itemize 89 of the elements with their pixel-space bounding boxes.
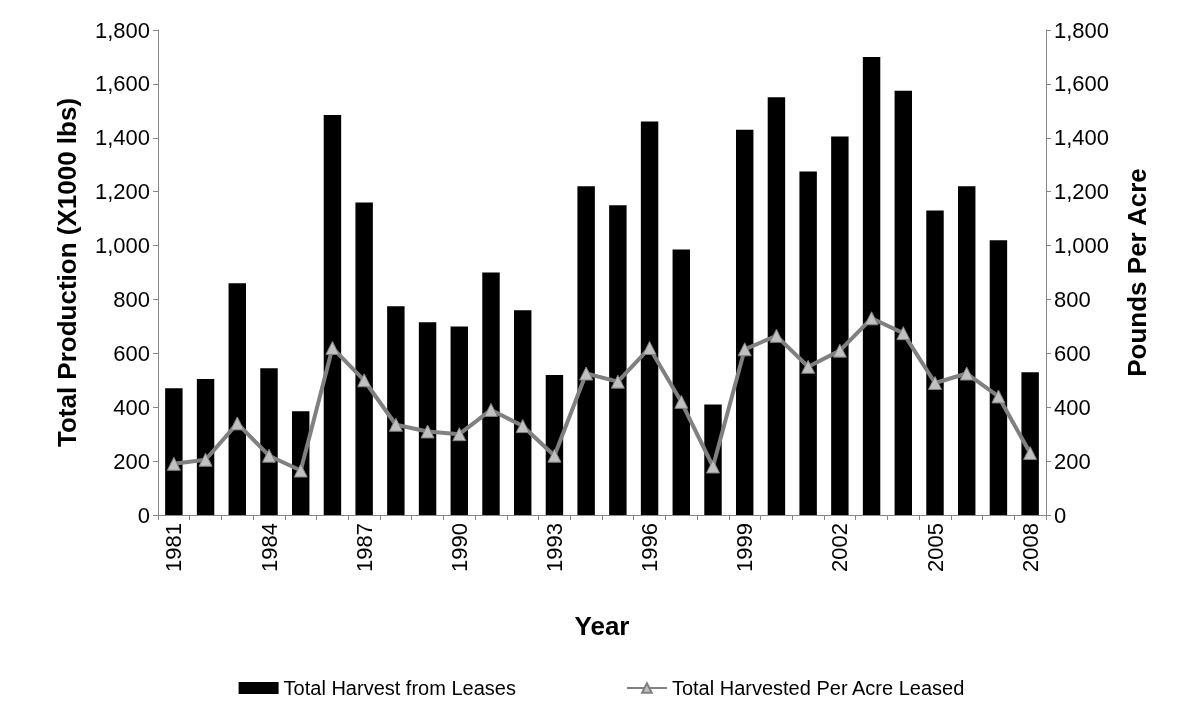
y2-tick-label: 1,800	[1054, 17, 1110, 43]
y-tick-label: 1,400	[94, 125, 150, 151]
y2-tick-label: 200	[1054, 448, 1091, 474]
y2-axis-title: Pounds Per Acre	[1122, 168, 1152, 377]
point	[674, 394, 689, 409]
point	[293, 463, 308, 478]
point	[452, 427, 467, 442]
x-tick-label: 1984	[256, 523, 282, 572]
bar	[767, 97, 786, 515]
y2-tick-label: 600	[1054, 340, 1091, 366]
bar	[672, 249, 691, 515]
x-axis-title: Year	[574, 611, 630, 641]
point	[706, 459, 720, 474]
bar	[545, 374, 564, 515]
x-tick-label: 1987	[351, 523, 377, 572]
bar	[165, 388, 183, 515]
point	[959, 366, 974, 381]
y2-tick-label: 400	[1054, 394, 1091, 420]
point	[388, 417, 403, 432]
point	[166, 456, 181, 471]
y-tick-label: 1,600	[94, 71, 150, 97]
x-tick-label: 2008	[1017, 523, 1043, 572]
x-tick-label: 1990	[446, 523, 472, 572]
y-tick-label: 600	[113, 340, 150, 366]
bar	[355, 202, 373, 515]
point	[642, 340, 657, 355]
y-tick-label: 1,800	[94, 17, 150, 43]
bar	[387, 306, 405, 515]
y2-tick-label: 1,000	[1054, 233, 1110, 259]
point	[484, 402, 498, 417]
bar	[482, 272, 500, 515]
point	[769, 328, 784, 343]
legend-label: Total Harvest from Leases	[283, 677, 516, 699]
point	[991, 389, 1006, 404]
y2-tick-label: 800	[1054, 286, 1091, 312]
y-tick-label: 800	[113, 286, 150, 312]
x-tick-label: 2005	[922, 523, 948, 572]
point	[325, 340, 340, 355]
point	[230, 416, 245, 431]
y-tick-label: 1,200	[94, 179, 150, 205]
point	[262, 448, 276, 463]
bar	[577, 186, 595, 515]
bar	[418, 322, 437, 515]
point	[610, 374, 625, 389]
bar	[450, 326, 469, 515]
x-tick-label: 2002	[827, 523, 853, 572]
point	[357, 373, 372, 388]
x-tick-label: 1996	[637, 523, 663, 572]
point	[801, 359, 816, 374]
bar	[323, 114, 342, 515]
bar	[609, 205, 627, 515]
x-tick-label: 1993	[541, 523, 567, 572]
bar	[513, 310, 532, 515]
point	[864, 311, 879, 326]
bar	[831, 136, 849, 515]
bar	[196, 378, 215, 515]
y-tick-label: 0	[137, 502, 150, 528]
point	[547, 448, 562, 463]
point	[928, 375, 942, 390]
point	[1023, 446, 1038, 461]
y2-tick-label: 1,200	[1054, 179, 1110, 205]
x-tick-label: 1999	[732, 523, 758, 572]
point	[198, 452, 213, 467]
x-tick-label: 1981	[161, 523, 187, 572]
point	[896, 326, 911, 341]
y2-tick-label: 1,600	[1054, 71, 1110, 97]
y-tick-label: 200	[113, 448, 150, 474]
y-tick-label: 1,000	[94, 233, 150, 259]
y-tick-label: 400	[113, 394, 150, 420]
bar	[926, 210, 944, 515]
bar	[799, 171, 817, 515]
point	[579, 366, 594, 381]
bar	[862, 56, 881, 515]
point	[515, 419, 530, 434]
bar	[735, 129, 754, 515]
bar	[894, 90, 913, 515]
bar	[640, 121, 659, 515]
bar	[989, 240, 1008, 515]
bar	[957, 186, 976, 515]
point	[420, 424, 435, 439]
legend-label: Total Harvested Per Acre Leased	[671, 677, 965, 699]
y2-tick-label: 0	[1054, 502, 1067, 528]
bar	[228, 283, 247, 515]
y2-tick-label: 1,400	[1054, 125, 1110, 151]
bar	[1021, 372, 1039, 515]
point	[832, 343, 847, 358]
bar	[260, 368, 278, 515]
point	[737, 342, 752, 357]
y-axis-title: Total Production (X1000 lbs)	[52, 97, 82, 448]
